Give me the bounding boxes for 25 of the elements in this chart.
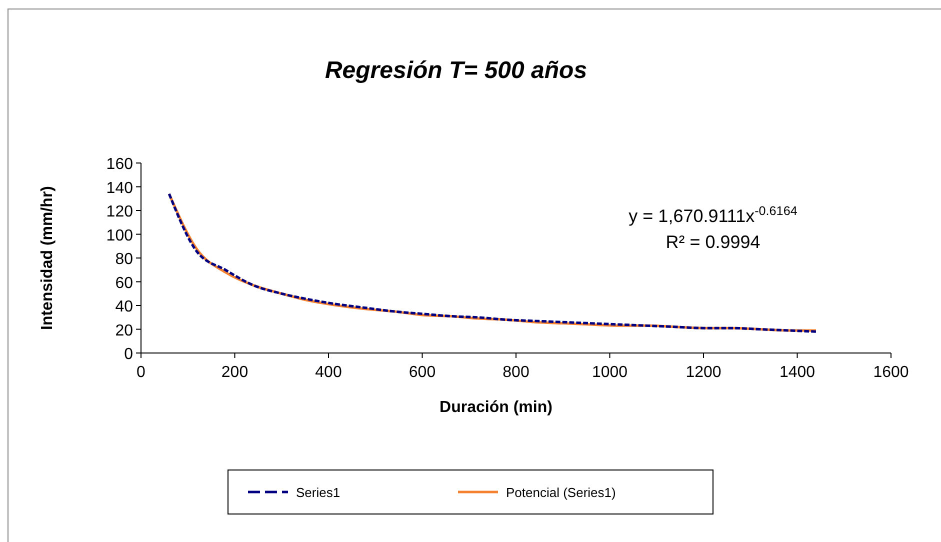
chart-title: Regresión T= 500 años [324,57,588,84]
y-tick-label: 120 [106,204,134,220]
annotation: R² = 0.9994 [666,232,760,252]
x-tick-label: 0 [136,364,146,381]
x-tick-label: 200 [221,364,248,381]
y-tick-label: 20 [115,322,134,340]
y-tick-label: 60 [115,274,134,292]
x-tick-label: 1400 [779,364,816,381]
y-axis-title: Intensidad (mm/hr) [39,186,56,330]
y-tick-label: 80 [115,251,134,268]
y-tick-label: 140 [106,180,134,197]
x-tick-label: 400 [315,364,342,381]
legend-label: Potencial (Series1) [506,485,616,500]
x-tick-label: 1000 [592,364,628,381]
x-axis-title: Duración (min) [440,399,552,416]
x-tick-label: 800 [502,364,530,381]
x-tick-label: 600 [408,364,436,381]
x-tick-label: 1600 [873,364,909,381]
y-tick-label: 100 [106,227,134,244]
annotation: y = 1,670.9111x$^{-0.6164}$ [628,204,798,226]
y-tick-label: 0 [124,346,134,363]
legend-label: Series1 [296,485,340,500]
y-tick-label: 160 [106,156,134,173]
y-tick-label: 40 [115,298,134,316]
x-tick-label: 1200 [686,364,722,381]
